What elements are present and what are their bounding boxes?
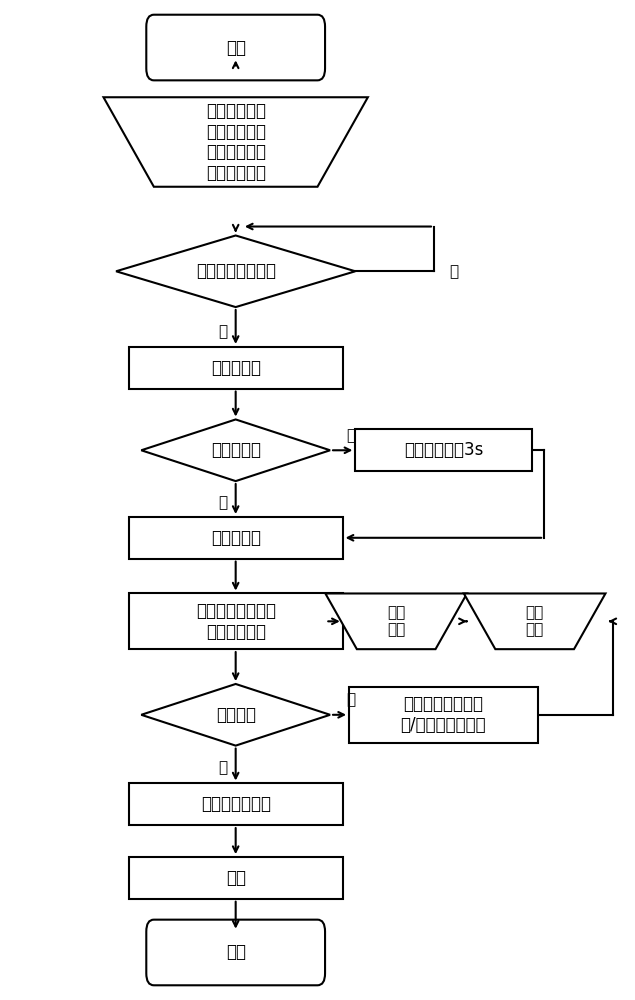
Text: 计量泵适时通断: 计量泵适时通断 bbox=[201, 795, 271, 813]
Polygon shape bbox=[141, 419, 330, 481]
Text: 是: 是 bbox=[346, 428, 355, 443]
Bar bbox=[129, 857, 343, 899]
Text: 否: 否 bbox=[346, 692, 355, 707]
Text: 原水泵自动停3s: 原水泵自动停3s bbox=[404, 441, 483, 459]
Bar bbox=[349, 687, 538, 743]
Text: 结束: 结束 bbox=[225, 943, 246, 961]
Text: 是否切换？: 是否切换？ bbox=[211, 441, 261, 459]
Polygon shape bbox=[325, 593, 467, 649]
Text: 原水泵水流开关报
警/原水泵过流报警: 原水泵水流开关报 警/原水泵过流报警 bbox=[401, 695, 486, 734]
Text: 处理
问题: 处理 问题 bbox=[526, 605, 544, 638]
Text: 原水泵开启: 原水泵开启 bbox=[211, 529, 261, 547]
Text: 开始: 开始 bbox=[225, 39, 246, 57]
Polygon shape bbox=[464, 593, 605, 649]
Text: 报警
复位: 报警 复位 bbox=[387, 605, 405, 638]
Text: 是: 是 bbox=[218, 324, 227, 339]
Text: 流量计检测流量、
系统显示流量: 流量计检测流量、 系统显示流量 bbox=[196, 602, 276, 641]
Text: 正常否？: 正常否？ bbox=[216, 706, 256, 724]
Text: 电磁阀开启: 电磁阀开启 bbox=[211, 359, 261, 377]
Bar bbox=[129, 347, 343, 389]
Text: 灌溉计划设定
（启停时间、
营养液倍率、
电磁阀编号）: 灌溉计划设定 （启停时间、 营养液倍率、 电磁阀编号） bbox=[206, 102, 265, 182]
Bar bbox=[129, 517, 343, 559]
Text: 是否到设定时间？: 是否到设定时间？ bbox=[196, 262, 276, 280]
Text: 否: 否 bbox=[450, 264, 459, 279]
Polygon shape bbox=[141, 684, 330, 746]
FancyBboxPatch shape bbox=[146, 920, 325, 985]
Bar bbox=[129, 783, 343, 825]
Text: 是: 是 bbox=[218, 760, 227, 775]
Bar bbox=[355, 429, 531, 471]
Polygon shape bbox=[116, 235, 355, 307]
Text: 否: 否 bbox=[218, 495, 227, 510]
FancyBboxPatch shape bbox=[146, 15, 325, 80]
Bar bbox=[129, 593, 343, 649]
Polygon shape bbox=[104, 97, 368, 187]
Text: 灌溉: 灌溉 bbox=[225, 869, 246, 887]
